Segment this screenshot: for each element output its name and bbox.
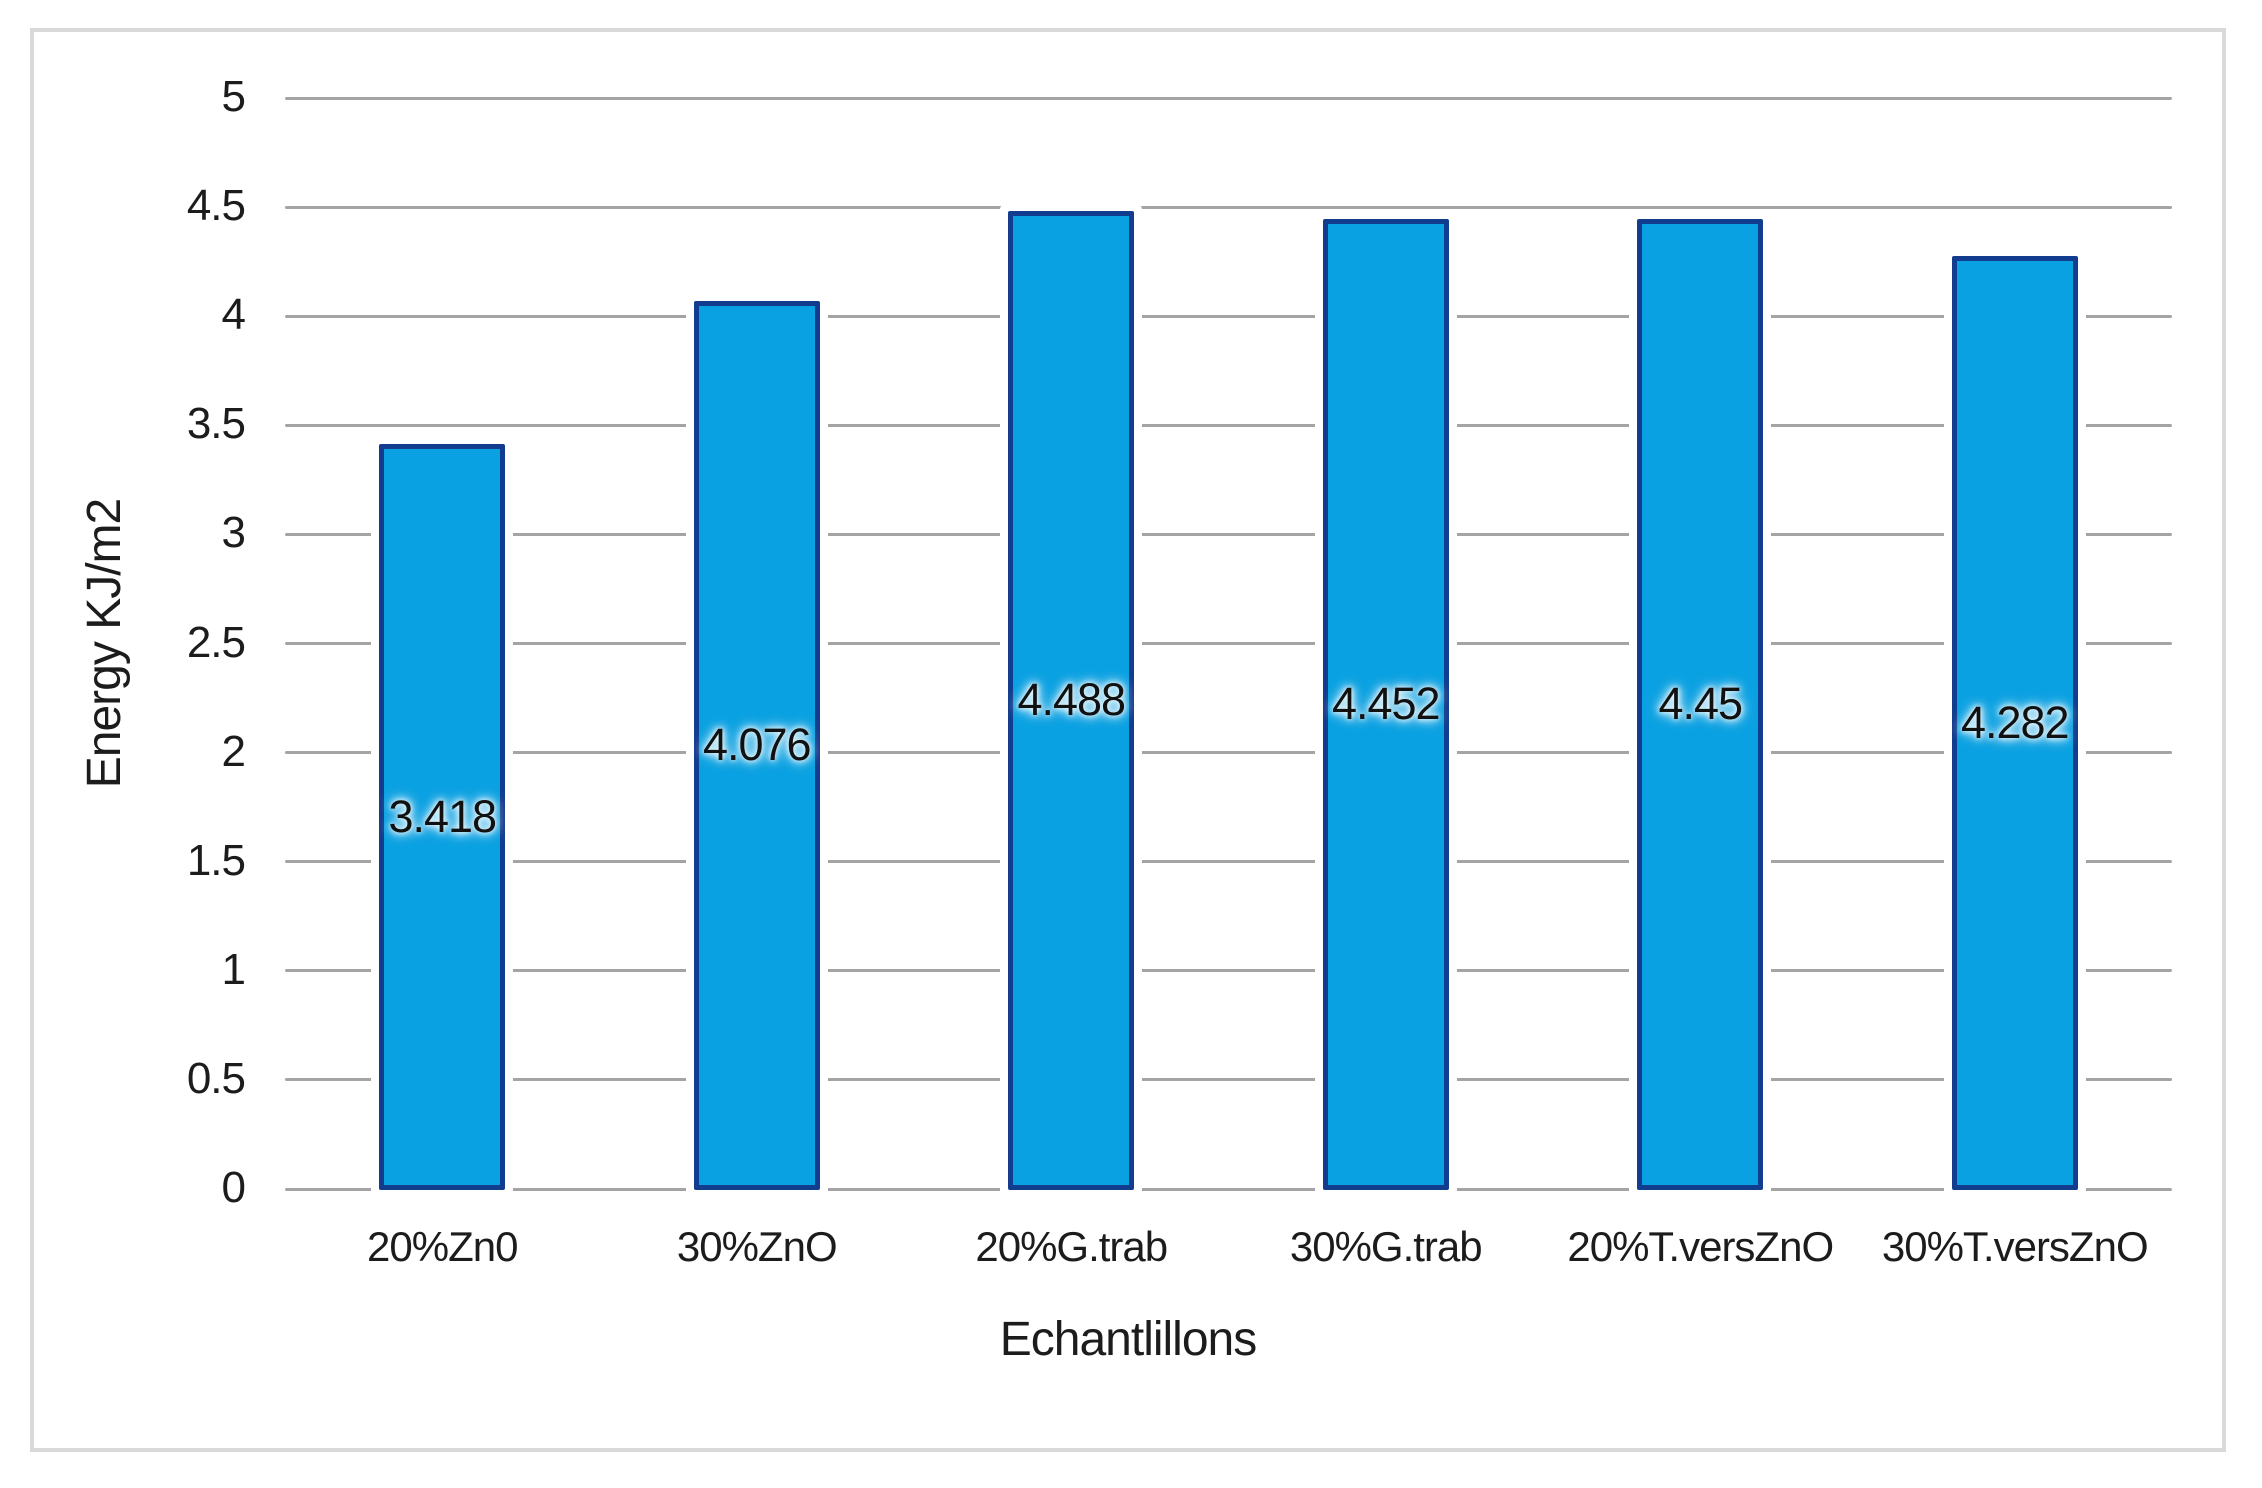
gridline-y-4.5	[285, 205, 2172, 209]
y-tick-label: 5	[221, 72, 246, 121]
bar-value-label: 4.45	[1658, 678, 1743, 730]
gridline-y-0.5	[285, 1078, 2172, 1082]
bar-value-label: 4.076	[702, 719, 812, 771]
bar-value-label: 4.282	[1960, 696, 2070, 748]
gridline-y-1	[285, 969, 2172, 973]
y-tick-label: 3	[221, 508, 246, 558]
gridline-y-2.5	[285, 642, 2172, 645]
x-category-label: 30%ZnO	[676, 1223, 838, 1270]
y-tick-label: 4	[221, 290, 246, 340]
gridline-y-3	[285, 532, 2172, 536]
bar-20%G.trab: 4.488	[1008, 210, 1135, 1190]
y-tick-label: 2	[221, 726, 246, 776]
gridline-y-4	[285, 314, 2172, 318]
y-axis-title: Energy KJ/m2	[78, 498, 132, 789]
bar-20%T.versZnO: 4.45	[1637, 219, 1764, 1190]
x-category-label: 20%G.trab	[975, 1223, 1168, 1270]
y-tick-label: 4.5	[186, 181, 246, 231]
y-tick-label: 0	[221, 1163, 246, 1212]
bar-value-label: 4.488	[1017, 674, 1126, 726]
x-axis-title: Echantlillons	[999, 1313, 1257, 1366]
y-axis-title-wrap: Energy KJ/m2	[30, 98, 180, 1189]
x-category-label: 20%T.versZnO	[1567, 1223, 1834, 1270]
gridline-y-0	[285, 1187, 2172, 1191]
bar-value-label: 3.418	[388, 791, 497, 843]
bar-30%G.trab: 4.452	[1322, 218, 1449, 1190]
gridline-y-2	[285, 751, 2172, 755]
x-category-label: 30%G.trab	[1289, 1223, 1483, 1270]
y-tick-label: 1	[221, 944, 246, 994]
bar-value-label: 4.452	[1331, 678, 1441, 730]
y-tick-label: 1.5	[186, 835, 246, 885]
x-category-label: 20%Zn0	[367, 1223, 518, 1270]
y-tick-label: 2.5	[186, 617, 246, 667]
bar-20%Zn0: 3.418	[379, 444, 506, 1190]
gridline-y-5	[285, 96, 2172, 100]
gridline-y-3.5	[285, 423, 2172, 427]
bar-30%T.versZnO: 4.282	[1951, 255, 2078, 1190]
gridline-y-1.5	[285, 860, 2172, 864]
bar-30%ZnO: 4.076	[693, 300, 820, 1190]
x-category-label: 30%T.versZnO	[1881, 1223, 2149, 1270]
y-tick-label: 0.5	[186, 1053, 246, 1103]
y-tick-label: 3.5	[186, 399, 246, 449]
plot-area	[285, 96, 2172, 1191]
